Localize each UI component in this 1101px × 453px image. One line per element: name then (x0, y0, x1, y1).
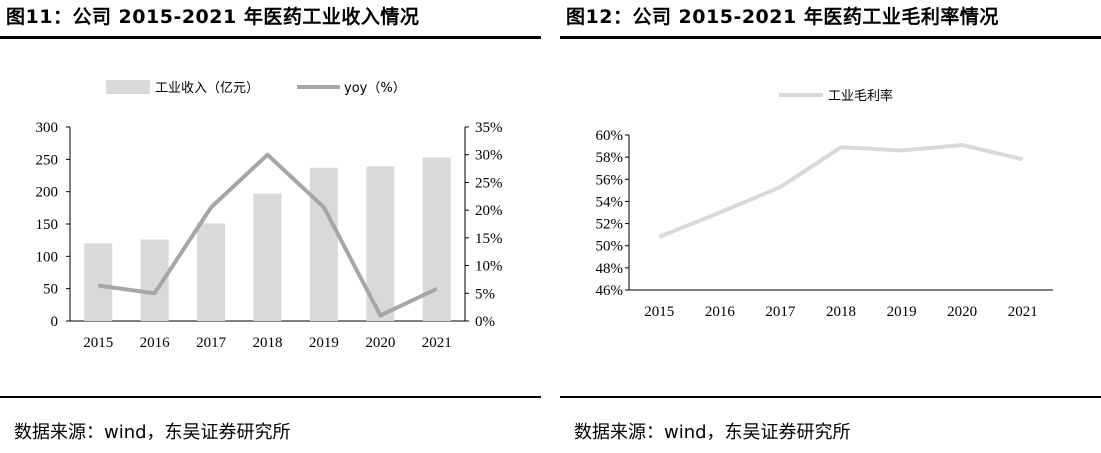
left-y-tick-label: 300 (36, 120, 59, 136)
right-panel: 图12：公司 2015-2021 年医药工业毛利率情况 46% 48% 50% 52%… (560, 0, 1101, 453)
gross-margin-chart: 46% 48% 50% 52% 54% 56% 58% 60% 2015 2016 2017 2018… (596, 88, 1053, 320)
right-y-tick-label: 25% (475, 175, 503, 191)
x-tick-label: 2019 (309, 335, 339, 351)
left-y-tick-label: 250 (36, 152, 59, 168)
left-y-tick-label: 0 (51, 314, 59, 330)
left-chart-title: 图11：公司 2015-2021 年医药工业收入情况 (6, 6, 420, 28)
y-tick-label: 52% (596, 217, 624, 233)
right-chart-title: 图12：公司 2015-2021 年医药工业毛利率情况 (566, 6, 999, 28)
y-tick-label: 54% (596, 194, 624, 210)
legend-label-yoy: yoy（%） (344, 81, 406, 96)
x-tick-label: 2017 (196, 335, 227, 351)
x-tick-label: 2016 (705, 304, 736, 320)
y-tick-label: 46% (596, 283, 624, 299)
left-y-tick-label: 50 (43, 282, 58, 298)
y-tick-label: 48% (596, 261, 624, 277)
revenue-chart: 0 50 100 150 200 250 300 0% 5% 10% 15% 20% 25% 30% 35%… (36, 80, 503, 351)
right-y-tick-label: 0% (475, 314, 495, 330)
right-bottom-rule (560, 396, 1101, 398)
left-source-note: 数据来源：wind，东吴证券研究所 (14, 422, 291, 443)
right-y-tick-label: 10% (475, 259, 503, 275)
left-panel: 图11：公司 2015-2021 年医药工业收入情况 0 50 100 150 200 2… (0, 0, 541, 453)
legend-label-margin: 工业毛利率 (828, 88, 893, 104)
x-tick-label: 2018 (253, 335, 283, 351)
x-tick-label: 2020 (947, 304, 977, 320)
x-tick-label: 2015 (644, 304, 674, 320)
right-y-tick-label: 30% (475, 148, 503, 164)
x-tick-label: 2021 (422, 335, 452, 351)
right-y-tick-label: 5% (475, 286, 495, 302)
x-tick-label: 2016 (140, 335, 171, 351)
gross-margin-line (658, 142, 1024, 239)
revenue-bar (253, 193, 282, 321)
x-tick-label: 2018 (826, 304, 856, 320)
left-title-rule (0, 36, 541, 39)
revenue-bar (197, 223, 226, 321)
revenue-bar (84, 243, 113, 321)
x-tick-label: 2015 (83, 335, 113, 351)
x-tick-label: 2021 (1008, 304, 1038, 320)
revenue-bar (309, 167, 338, 321)
y-tick-label: 56% (596, 172, 624, 188)
left-y-tick-label: 200 (36, 185, 59, 201)
right-y-tick-label: 20% (475, 203, 503, 219)
y-tick-label: 58% (596, 150, 624, 166)
right-y-tick-label: 35% (475, 120, 503, 136)
y-tick-label: 60% (596, 128, 624, 144)
revenue-bar (422, 157, 451, 321)
x-tick-label: 2019 (887, 304, 917, 320)
legend-label-revenue: 工业收入（亿元） (155, 81, 259, 96)
yoy-line (97, 152, 438, 318)
y-tick-label: 50% (596, 239, 624, 255)
left-y-tick-label: 100 (36, 249, 59, 265)
left-y-tick-label: 150 (36, 217, 59, 233)
right-title-rule (560, 36, 1101, 39)
right-y-tick-label: 15% (475, 231, 503, 247)
left-bottom-rule (0, 396, 541, 398)
legend-swatch-revenue (106, 80, 150, 94)
x-tick-label: 2020 (365, 335, 395, 351)
x-tick-label: 2017 (765, 304, 796, 320)
right-source-note: 数据来源：wind，东吴证券研究所 (574, 422, 851, 443)
